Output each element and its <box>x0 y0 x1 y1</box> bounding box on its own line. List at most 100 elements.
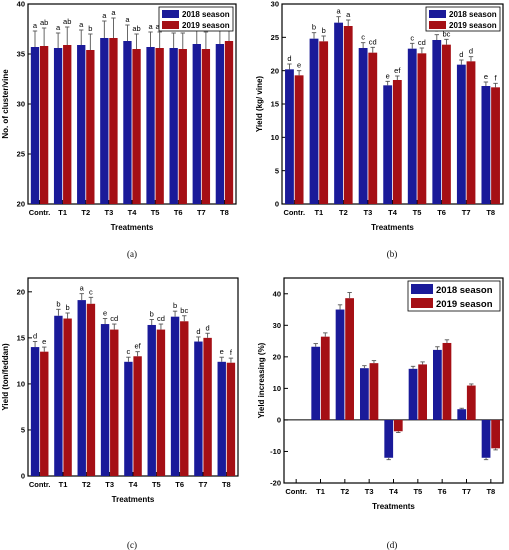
legend: 2018 season 2019 season <box>158 6 234 32</box>
legend-swatch-2019 <box>411 298 433 308</box>
bar-2018 <box>77 45 86 204</box>
bar-2019 <box>110 329 119 476</box>
bar-2018 <box>285 69 294 204</box>
significance-letter: cd <box>418 38 426 47</box>
y-tick-label: 20 <box>273 352 281 361</box>
bar-2019 <box>491 419 500 449</box>
bar-2018 <box>335 309 345 420</box>
x-tick-label: T6 <box>438 487 447 496</box>
y-tick-label: 35 <box>17 50 25 59</box>
significance-letter: a <box>148 22 153 31</box>
bar-2019 <box>466 385 476 420</box>
significance-letter: e <box>42 337 46 346</box>
y-tick-label: 30 <box>273 321 281 330</box>
legend-label: 2018 season <box>182 10 230 19</box>
y-tick-label: -20 <box>270 479 281 488</box>
significance-letter: cd <box>110 314 118 323</box>
bar-2019 <box>132 49 141 204</box>
bar-2019 <box>39 46 49 204</box>
significance-letter: a <box>79 20 84 29</box>
bar-2019 <box>203 337 212 476</box>
significance-letter: f <box>230 348 233 357</box>
significance-letter: a <box>111 8 116 17</box>
y-tick-label: 15 <box>17 333 25 342</box>
bar-2018 <box>30 347 40 476</box>
significance-letter: e <box>220 347 224 356</box>
significance-letter: c <box>361 33 365 42</box>
y-tick-label: 20 <box>271 66 279 75</box>
bar-2019 <box>319 41 329 205</box>
y-axis-label: No. of cluster/vine <box>1 69 10 139</box>
x-tick-label: T8 <box>486 487 495 496</box>
significance-letter: ef <box>394 66 401 75</box>
legend: 2018 season 2019 season <box>407 280 501 312</box>
significance-letter: e <box>297 61 301 70</box>
bar-2018 <box>456 64 466 205</box>
y-tick-label: 20 <box>17 200 25 209</box>
bar-2018 <box>481 86 491 204</box>
significance-letter: e <box>484 72 488 81</box>
x-tick-label: T3 <box>365 487 374 496</box>
x-tick-label: T8 <box>486 208 495 217</box>
legend-swatch-2018 <box>429 10 446 18</box>
x-axis-label: Treatments <box>372 502 415 511</box>
significance-letter: a <box>56 23 61 32</box>
bar-2018 <box>77 300 86 476</box>
bar-2018 <box>30 47 40 204</box>
significance-letter: e <box>103 309 107 318</box>
bar-2019 <box>133 356 142 476</box>
bar-2019 <box>86 50 95 204</box>
legend-label: 2018 season <box>436 285 493 296</box>
significance-letter: c <box>410 33 414 42</box>
bar-2018 <box>481 419 491 458</box>
legend-label: 2018 season <box>449 10 497 19</box>
bar-2018 <box>124 361 133 476</box>
y-tick-label: 25 <box>271 33 279 42</box>
bar-2018 <box>170 316 180 476</box>
bar-2019 <box>368 52 378 204</box>
bar-2019 <box>156 329 166 476</box>
significance-letter: a <box>33 21 38 30</box>
bar-2018 <box>146 47 155 204</box>
x-tick-label: T7 <box>199 480 208 489</box>
significance-letter: b <box>322 26 326 35</box>
bar-2019 <box>294 75 304 204</box>
y-axis-label: Yield (kg/ vine) <box>255 76 264 132</box>
x-axis-label: Treatments <box>371 223 414 232</box>
y-tick-label: 15 <box>271 100 279 109</box>
x-tick-label: T1 <box>59 480 68 489</box>
bar-2018 <box>408 368 418 420</box>
bar-2018 <box>309 38 319 204</box>
x-tick-label: T5 <box>151 208 160 217</box>
bar-2019 <box>86 303 96 476</box>
y-tick-label: 0 <box>277 416 281 425</box>
legend-swatch-2019 <box>162 21 179 29</box>
y-tick-label: 40 <box>273 289 281 298</box>
significance-letter: e <box>386 71 390 80</box>
bar-2018 <box>432 40 442 204</box>
x-axis-label: Treatments <box>111 223 154 232</box>
bar-2018 <box>358 48 368 204</box>
legend-swatch-2018 <box>162 10 179 18</box>
panel-label: (b) <box>387 249 398 259</box>
x-tick-label: T4 <box>388 208 398 217</box>
bar-2019 <box>224 41 234 204</box>
bar-2019 <box>201 49 211 204</box>
x-tick-label: T2 <box>82 480 91 489</box>
bar-2019 <box>226 362 236 476</box>
x-tick-label: T5 <box>152 480 161 489</box>
significance-letter: cd <box>157 314 165 323</box>
x-tick-label: T5 <box>413 487 422 496</box>
significance-letter: ab <box>132 24 140 33</box>
legend-label: 2019 season <box>436 299 493 310</box>
legend-swatch-2019 <box>429 21 446 29</box>
x-tick-label: T3 <box>105 208 114 217</box>
significance-letter: c <box>127 347 131 356</box>
y-axis-label: Yield increasing (%) <box>257 342 266 418</box>
bar-2018 <box>100 324 110 476</box>
y-tick-label: 0 <box>275 200 279 209</box>
significance-letter: b <box>150 309 154 318</box>
bar-2018 <box>384 419 394 458</box>
